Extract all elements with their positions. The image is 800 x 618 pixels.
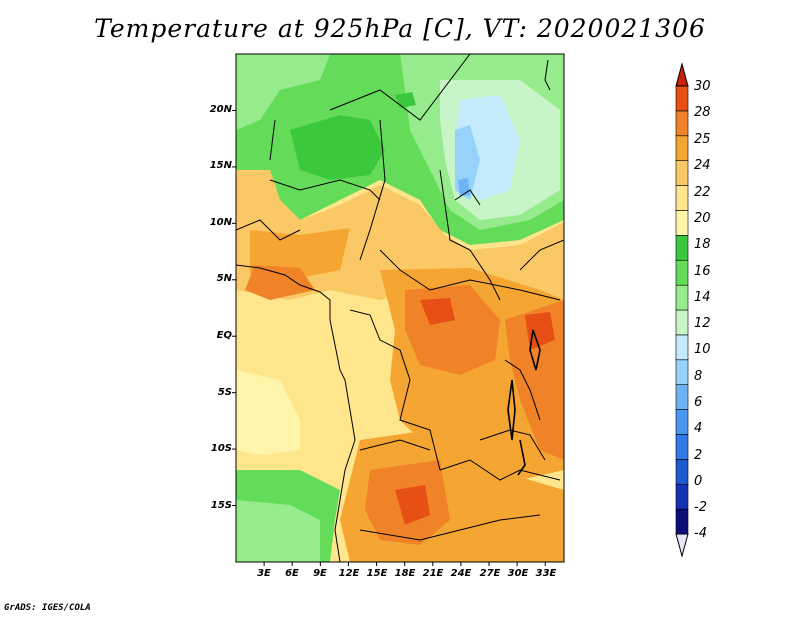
lon-tick-24e: 24E [450, 568, 472, 579]
colorbar-swatch [675, 434, 689, 460]
colorbar-label-10: 10 [694, 342, 711, 357]
lat-tick-eq: EQ [216, 330, 232, 341]
colorbar-swatch [675, 334, 689, 361]
colorbar-label-30: 30 [694, 79, 711, 94]
credit-label: GrADS: IGES/COLA [4, 603, 91, 613]
colorbar-swatch [675, 210, 689, 236]
lon-tick-27e: 27E [479, 568, 501, 579]
colorbar-label-16: 16 [694, 264, 711, 279]
colorbar-label-24: 24 [694, 158, 711, 173]
colorbar-swatch [675, 384, 689, 410]
colorbar-swatch [675, 508, 689, 535]
lat-tick-15n: 15N [209, 160, 232, 171]
colorbar-swatch [675, 135, 689, 161]
colorbar-label-25: 25 [694, 132, 711, 147]
temperature-field [236, 54, 564, 562]
map-frame [235, 53, 565, 563]
colorbar-label-28: 28 [694, 105, 711, 120]
colorbar-swatch [675, 359, 689, 385]
lat-tick-5n: 5N [216, 273, 232, 284]
colorbar-label-14: 14 [694, 290, 711, 305]
colorbar-label-2: 2 [694, 448, 703, 463]
country-borders [236, 54, 564, 562]
colorbar-swatch [675, 284, 689, 311]
colorbar-swatch [675, 459, 689, 485]
colorbar-label-minus2: -2 [694, 500, 707, 515]
lon-tick-9e: 9E [313, 568, 327, 579]
colorbar-label-20: 20 [694, 211, 711, 226]
colorbar-under-triangle [675, 533, 689, 558]
colorbar-label-0: 0 [694, 474, 703, 489]
colorbar [675, 62, 689, 558]
colorbar-swatch [675, 309, 689, 336]
colorbar-label-22: 22 [694, 185, 711, 200]
lat-tick-5s: 5S [217, 387, 232, 398]
lat-tick-15s: 15S [210, 500, 232, 511]
lat-tick-10n: 10N [209, 217, 232, 228]
colorbar-label-12: 12 [694, 316, 711, 331]
colorbar-over-triangle [675, 62, 689, 87]
colorbar-label-18: 18 [694, 237, 711, 252]
colorbar-label-8: 8 [694, 369, 703, 384]
lon-tick-33e: 33E [535, 568, 557, 579]
colorbar-label-minus4: -4 [694, 526, 707, 541]
lat-tick-10s: 10S [210, 443, 232, 454]
lon-tick-3e: 3E [257, 568, 271, 579]
lon-tick-15e: 15E [366, 568, 388, 579]
sahara-lighter-green [236, 54, 330, 130]
lon-tick-18e: 18E [394, 568, 416, 579]
colorbar-swatch [675, 160, 689, 186]
colorbar-label-4: 4 [694, 421, 703, 436]
colorbar-swatch [675, 483, 689, 510]
lon-tick-21e: 21E [422, 568, 444, 579]
lakes [507, 329, 541, 476]
colorbar-label-6: 6 [694, 395, 703, 410]
lon-tick-6e: 6E [285, 568, 299, 579]
colorbar-swatch [675, 409, 689, 435]
colorbar-swatch [675, 185, 689, 211]
lon-tick-30e: 30E [507, 568, 529, 579]
lon-tick-12e: 12E [338, 568, 360, 579]
colorbar-swatch [675, 110, 689, 137]
map-title: Temperature at 925hPa [C], VT: 202002130… [94, 14, 706, 43]
colorbar-swatch [675, 259, 689, 286]
colorbar-swatch [675, 235, 689, 261]
colorbar-swatch [675, 85, 689, 112]
lat-tick-20n: 20N [209, 104, 232, 115]
